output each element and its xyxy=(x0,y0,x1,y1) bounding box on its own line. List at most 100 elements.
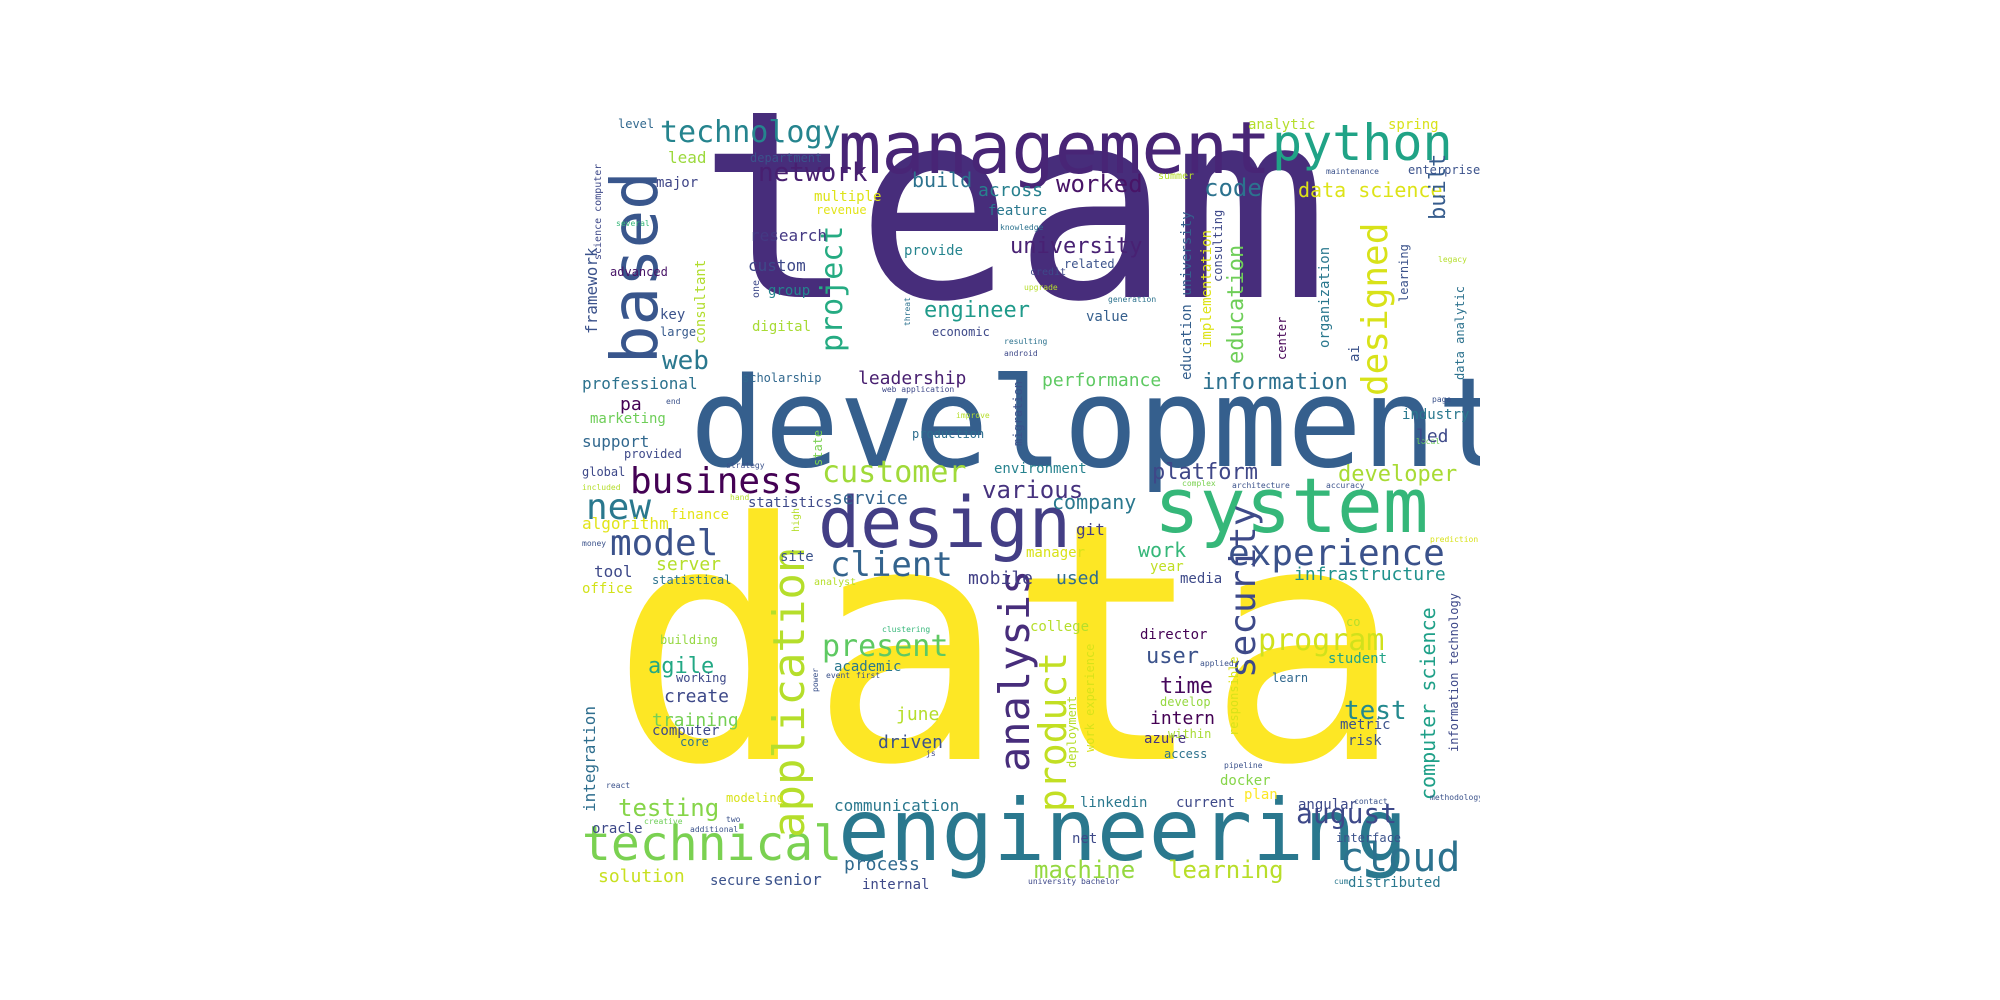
cloud-word: cum xyxy=(1334,877,1349,886)
cloud-word: communication xyxy=(834,796,960,815)
cloud-word: two xyxy=(726,815,741,824)
cloud-word: building xyxy=(660,633,718,647)
cloud-word: co xyxy=(1346,615,1361,629)
cloud-word: creative xyxy=(644,817,683,826)
cloud-word: platform xyxy=(1152,460,1258,485)
cloud-word: test xyxy=(1344,696,1407,726)
cloud-word: revenue xyxy=(816,203,867,217)
cloud-word: technical xyxy=(582,816,843,872)
cloud-word: working xyxy=(676,671,727,685)
cloud-word: distributed xyxy=(1348,875,1441,891)
cloud-word: support xyxy=(582,432,650,451)
cloud-word: analyst xyxy=(814,577,857,588)
cloud-word: statistics xyxy=(748,495,833,511)
cloud-word: knowledge xyxy=(1000,223,1044,232)
cloud-word: consultant xyxy=(693,259,709,344)
cloud-word: interface xyxy=(1336,831,1402,845)
cloud-word: included xyxy=(582,483,621,492)
cloud-word: linkedin xyxy=(1080,795,1148,811)
cloud-word: center xyxy=(1275,316,1289,360)
cloud-word: provided xyxy=(624,447,682,461)
cloud-word: accuracy xyxy=(1326,481,1365,490)
cloud-word: experience xyxy=(1228,533,1445,574)
cloud-word: analysis xyxy=(990,569,1039,772)
cloud-word: web xyxy=(662,346,709,376)
cloud-word: lead xyxy=(668,148,707,167)
cloud-word: major xyxy=(656,175,699,191)
cloud-word: resulting xyxy=(1004,337,1048,346)
cloud-word: clustering xyxy=(882,625,931,634)
cloud-word: computer xyxy=(652,723,720,739)
cloud-word: business xyxy=(630,461,804,502)
cloud-word: june xyxy=(896,704,940,725)
cloud-word: across xyxy=(978,180,1044,201)
cloud-word: environment xyxy=(994,461,1087,477)
cloud-word: hand xyxy=(730,493,750,502)
cloud-word: science computer xyxy=(593,163,604,260)
cloud-word: engineering xyxy=(838,781,1408,881)
cloud-word: secure xyxy=(710,873,761,889)
cloud-word: threat xyxy=(903,297,912,326)
cloud-word: group xyxy=(768,283,811,299)
cloud-word: service xyxy=(832,488,908,509)
cloud-word: contact xyxy=(1354,797,1388,806)
cloud-word: net xyxy=(1072,831,1098,847)
cloud-word: department xyxy=(750,151,823,165)
cloud-word: methodology xyxy=(1430,793,1480,802)
cloud-word: risk xyxy=(1348,733,1382,749)
cloud-word: scholarship xyxy=(742,371,822,385)
cloud-word: react xyxy=(606,781,631,790)
cloud-word: internal xyxy=(862,877,930,893)
cloud-word: manager xyxy=(1026,545,1086,561)
cloud-word: organization xyxy=(1317,246,1333,348)
cloud-word: statistical xyxy=(652,573,732,587)
cloud-word: js xyxy=(926,749,936,758)
cloud-word: performance xyxy=(1042,370,1162,391)
cloud-word: cloud xyxy=(1340,835,1461,881)
cloud-word: data analytic xyxy=(1453,286,1467,380)
cloud-word: several xyxy=(616,219,650,228)
cloud-word: page xyxy=(1432,395,1452,404)
cloud-word: credit xyxy=(1030,267,1067,278)
cloud-word: web application xyxy=(882,385,955,394)
cloud-word: pa xyxy=(620,394,642,415)
cloud-word: information xyxy=(1202,370,1348,395)
cloud-word: android xyxy=(1004,349,1038,358)
cloud-word: money xyxy=(582,539,607,548)
cloud-word: college xyxy=(1030,619,1090,635)
cloud-word: architecture xyxy=(1232,481,1290,490)
cloud-word: state xyxy=(811,429,825,466)
cloud-word: user xyxy=(1146,644,1199,669)
cloud-word: system xyxy=(1154,461,1429,550)
cloud-word: git xyxy=(1076,520,1105,539)
cloud-word: tool xyxy=(594,562,633,581)
cloud-word: enterprise xyxy=(1408,163,1480,177)
cloud-word: designed xyxy=(1355,222,1396,396)
cloud-word: python xyxy=(1272,114,1453,172)
cloud-word: integration xyxy=(582,706,599,812)
cloud-word: generation xyxy=(1108,295,1157,304)
cloud-word: access xyxy=(1164,747,1208,761)
cloud-word: work experience xyxy=(1083,643,1097,752)
cloud-word: academic xyxy=(834,659,902,675)
cloud-word: finance xyxy=(670,507,730,523)
cloud-word: design xyxy=(818,482,1071,564)
cloud-word: production xyxy=(912,427,985,441)
cloud-word: time xyxy=(1160,674,1213,699)
cloud-word: process xyxy=(844,854,920,875)
cloud-word: within xyxy=(1168,727,1212,741)
cloud-word: testing xyxy=(618,794,720,822)
cloud-word: various xyxy=(982,476,1084,504)
cloud-word: data xyxy=(610,453,1405,837)
cloud-word: site xyxy=(780,549,814,565)
cloud-word: model xyxy=(610,523,719,564)
cloud-word: education xyxy=(1224,244,1249,364)
cloud-word: engineer xyxy=(924,298,1030,323)
cloud-word: learning xyxy=(1397,244,1411,302)
cloud-word: marketing xyxy=(590,411,666,427)
cloud-word: program xyxy=(1258,623,1385,658)
cloud-word: end xyxy=(666,397,681,406)
cloud-word: oracle xyxy=(592,821,643,837)
cloud-word: work xyxy=(1138,538,1187,562)
cloud-word: modeling xyxy=(726,791,784,805)
